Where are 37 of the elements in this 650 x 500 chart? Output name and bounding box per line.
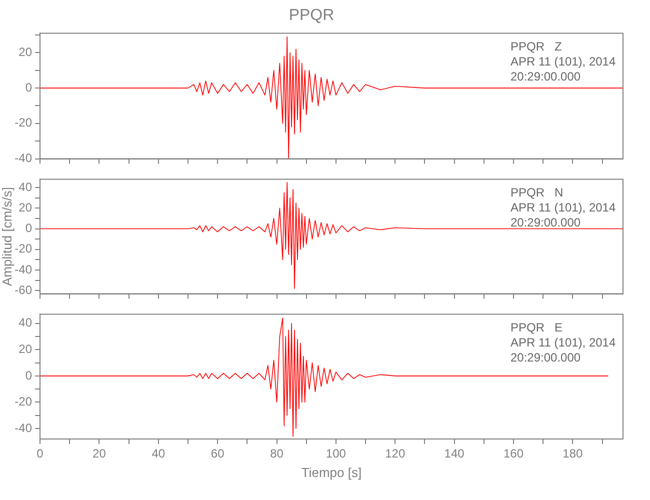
x-tick-label: 0 <box>36 446 44 461</box>
y-tick-label: -40 <box>14 262 32 276</box>
x-tick-label: 20 <box>92 446 106 461</box>
annotation: 20:29:00.000 <box>510 70 581 84</box>
y-tick-label: 20 <box>18 200 32 214</box>
x-tick-label: 120 <box>385 446 406 461</box>
y-tick-label: 0 <box>25 368 32 382</box>
y-tick-label: -40 <box>14 151 32 166</box>
x-tick-label: 40 <box>152 446 166 461</box>
annotation: APR 11 (101), 2014 <box>510 54 616 69</box>
annotation: APR 11 (101), 2014 <box>510 336 616 350</box>
y-tick-label: -40 <box>14 420 32 435</box>
y-tick-label: -60 <box>14 283 32 298</box>
annotation: APR 11 (101), 2014 <box>510 200 616 215</box>
annotation: PPQR N <box>510 186 564 200</box>
annotation: 20:29:00.000 <box>510 216 581 230</box>
chart-title: PPQR <box>288 7 334 24</box>
annotation: PPQR E <box>510 320 562 335</box>
x-tick-label: 160 <box>503 446 524 461</box>
y-tick-label: -20 <box>14 394 32 409</box>
x-tick-label: 60 <box>210 446 225 461</box>
y-tick-label: 40 <box>18 316 32 330</box>
y-axis-title: Amplitud [cm/s/s] <box>0 187 14 286</box>
x-axis-title: Tiempo [s] <box>301 464 362 480</box>
annotation: PPQR Z <box>510 40 562 54</box>
annotation: 20:29:00.000 <box>510 350 581 365</box>
y-tick-label: 0 <box>25 221 32 236</box>
y-tick-label: 20 <box>18 342 32 356</box>
y-tick-label: -20 <box>14 116 32 130</box>
y-tick-label: -20 <box>14 242 32 256</box>
y-tick-label: 40 <box>18 180 32 194</box>
x-tick-label: 100 <box>326 446 346 461</box>
y-tick-label: 20 <box>18 44 32 59</box>
y-tick-label: 0 <box>25 80 32 94</box>
x-tick-label: 140 <box>444 446 465 461</box>
x-tick-label: 180 <box>562 446 584 461</box>
x-tick-label: 80 <box>270 446 284 461</box>
